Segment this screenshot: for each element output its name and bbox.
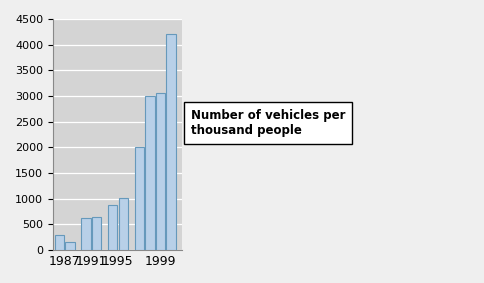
- Bar: [119, 198, 128, 250]
- Bar: [156, 93, 165, 250]
- Bar: [92, 217, 101, 250]
- Bar: [145, 96, 154, 250]
- Bar: [108, 205, 117, 250]
- Bar: [65, 243, 75, 250]
- Bar: [55, 235, 64, 250]
- Text: Number of vehicles per
thousand people: Number of vehicles per thousand people: [191, 109, 345, 137]
- Bar: [81, 218, 91, 250]
- Bar: [135, 147, 144, 250]
- Bar: [166, 35, 176, 250]
